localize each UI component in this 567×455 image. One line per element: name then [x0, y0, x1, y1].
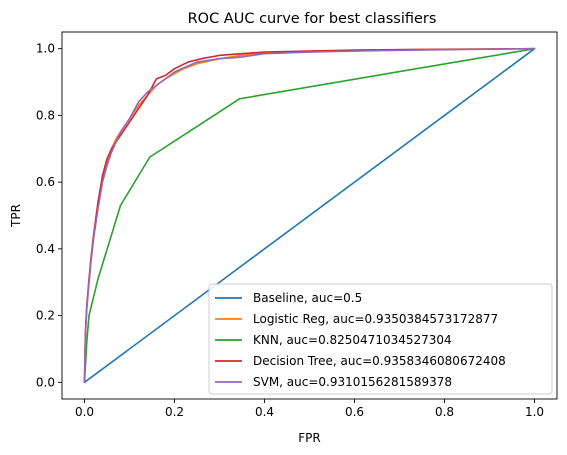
y-tick-label: 0.6: [36, 175, 55, 189]
y-tick-label: 0.8: [36, 108, 55, 122]
y-tick-label: 0.2: [36, 309, 55, 323]
legend-entry-0: Baseline, auc=0.5: [253, 291, 362, 305]
legend-entry-1: Logistic Reg, auc=0.9350384573172877: [253, 312, 498, 326]
y-tick-label: 1.0: [36, 42, 55, 56]
chart-title: ROC AUC curve for best classifiers: [188, 11, 437, 27]
y-axis-label: TPR: [9, 204, 23, 228]
x-tick-label: 0.4: [255, 405, 274, 419]
legend-entry-3: Decision Tree, auc=0.9358346080672408: [253, 354, 506, 368]
y-axis: 0.0 0.2 0.4 0.6 0.8 1.0: [36, 42, 62, 389]
series-line-2: [83, 47, 536, 384]
legend-entry-4: SVM, auc=0.9310156281589378: [253, 375, 452, 389]
plot-area: [83, 47, 536, 384]
x-tick-label: 0.2: [165, 405, 184, 419]
x-tick-label: 0.8: [435, 405, 454, 419]
legend-entry-2: KNN, auc=0.8250471034527304: [253, 333, 452, 347]
legend: Baseline, auc=0.5 Logistic Reg, auc=0.935…: [208, 283, 553, 395]
x-tick-label: 0.6: [345, 405, 364, 419]
legend-box: [208, 283, 553, 395]
series-line-0: [83, 47, 536, 384]
x-tick-label: 0.0: [75, 405, 94, 419]
series-line-4: [83, 47, 536, 384]
x-axis: 0.0 0.2 0.4 0.6 0.8 1.0: [75, 399, 544, 419]
x-axis-label: FPR: [298, 431, 320, 445]
y-tick-label: 0.0: [36, 375, 55, 389]
axes-frame: [61, 31, 558, 400]
x-tick-label: 1.0: [525, 405, 544, 419]
y-tick-label: 0.4: [36, 242, 55, 256]
